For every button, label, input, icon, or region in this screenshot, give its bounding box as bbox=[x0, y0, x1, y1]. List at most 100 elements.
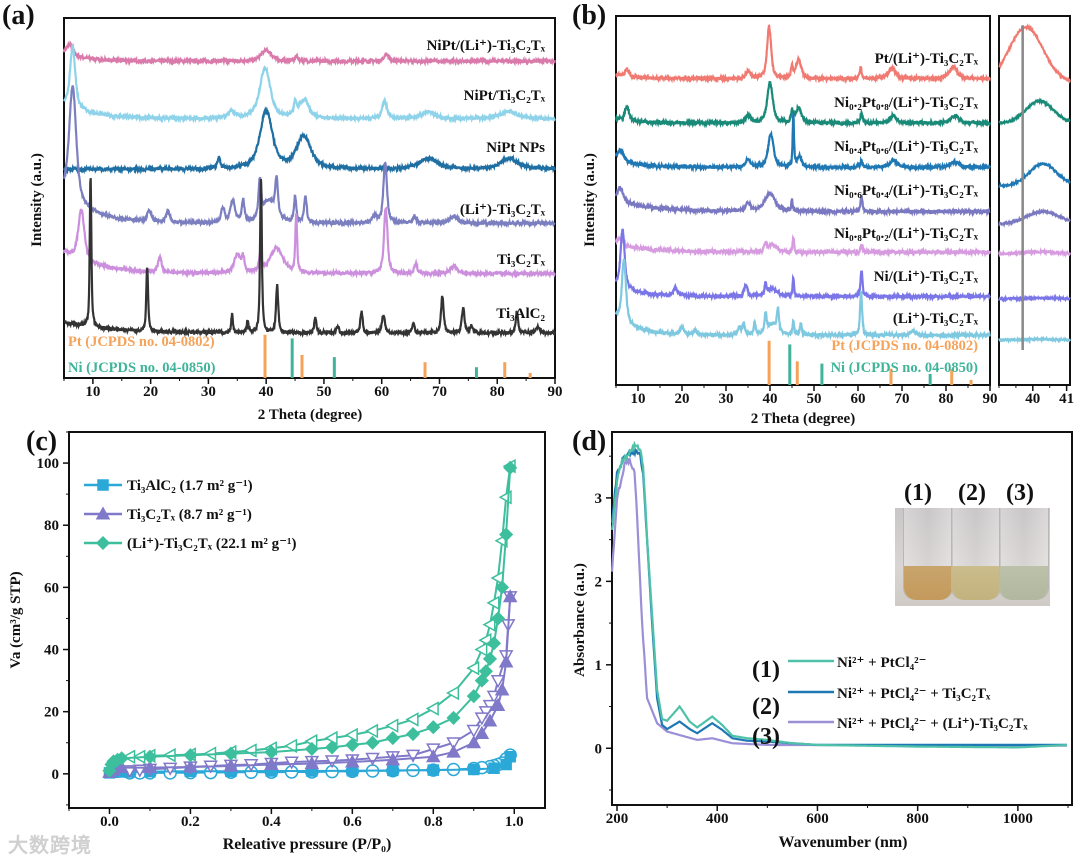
marker-diamond bbox=[304, 741, 319, 757]
x-axis-title: 2 Theta (degree) bbox=[751, 411, 855, 427]
x-tick-label: 30 bbox=[201, 384, 216, 400]
series-label: NiPt/(Li⁺)-Ti₃C₂Tₓ bbox=[427, 38, 546, 54]
marker-triangle bbox=[426, 749, 441, 763]
x-tick-label: 60 bbox=[851, 391, 866, 407]
marker-triangle-down bbox=[482, 699, 498, 713]
series-label: NiPt/Ti₃C₂Tₓ bbox=[464, 88, 546, 104]
marker-diamond bbox=[446, 710, 461, 725]
marker-triangle-left bbox=[365, 723, 379, 739]
marker-triangle bbox=[494, 682, 510, 696]
xrd-series-line bbox=[615, 24, 991, 85]
x-axis-title: Wavenumber (nm) bbox=[778, 834, 907, 851]
xrd-series-line bbox=[614, 113, 991, 173]
marker-triangle bbox=[502, 589, 518, 603]
marker-square bbox=[468, 763, 480, 776]
series-label: Pt/(Li⁺)-Ti₃C₂Tₓ bbox=[875, 51, 979, 67]
legend-label: Ni²⁺ + PtCl₄²⁻ + (Li⁺)-Ti₃C₂Tₓ bbox=[837, 716, 1028, 732]
marker-diamond bbox=[503, 460, 518, 475]
panel-1-frame bbox=[615, 15, 991, 386]
panel-0-frame bbox=[63, 17, 556, 379]
marker-diamond bbox=[426, 720, 441, 735]
marker-triangle-down bbox=[284, 756, 299, 770]
x-tick-label: 0.6 bbox=[343, 814, 362, 830]
xrd-series-line bbox=[614, 185, 991, 218]
marker-diamond bbox=[490, 611, 506, 626]
y-tick-label: 0 bbox=[595, 741, 603, 757]
legend-label: Ni²⁺ + PtCl₄²⁻ bbox=[837, 655, 927, 671]
x-tick-label: 41 bbox=[1059, 391, 1074, 407]
photo-label: (1) bbox=[904, 480, 932, 506]
marker-triangle bbox=[114, 760, 129, 774]
marker-triangle-left bbox=[243, 743, 257, 758]
panel-b-inset: 40 41 bbox=[998, 15, 1074, 407]
watermark: 大数跨境 bbox=[8, 833, 92, 857]
panel-d-frame bbox=[611, 431, 1073, 806]
marker-triangle-left bbox=[445, 685, 460, 701]
x-tick-label: 40 bbox=[1025, 391, 1040, 407]
xrd-series-line bbox=[62, 40, 556, 67]
x-tick-label: 400 bbox=[706, 811, 729, 827]
series-label: Ni/(Li⁺)-Ti₃C₂Tₓ bbox=[874, 269, 979, 285]
marker-diamond bbox=[486, 636, 502, 651]
marker-square bbox=[387, 764, 399, 777]
reference-label: Ni (JCPDS no. 04-0850) bbox=[831, 360, 979, 376]
series-label: (Li⁺)-Ti₃C₂Tₓ bbox=[893, 311, 979, 327]
marker-diamond bbox=[466, 689, 481, 704]
xrd-series-line bbox=[62, 85, 556, 229]
inset-series-line bbox=[998, 207, 1071, 228]
x-tick-label: 800 bbox=[906, 811, 929, 827]
x-tick-label: 0.4 bbox=[262, 814, 281, 830]
reference-label: Ni (JCPDS no. 04-0850) bbox=[68, 360, 216, 376]
panel-1: Pt/(Li⁺)-Ti₃C₂Tₓ Ni₀.₂Pt₀.₈/(Li⁺)-Ti₃C₂Tₓ… bbox=[614, 15, 998, 407]
panel-letter-c: (c) bbox=[26, 426, 57, 457]
marker-diamond bbox=[474, 673, 489, 688]
x-axis-title: 2 Theta (degree) bbox=[258, 407, 362, 423]
marker-triangle-left bbox=[425, 701, 439, 716]
marker-triangle-left bbox=[405, 712, 419, 727]
series-label: Ni₀.₈Pt₀.₂/(Li⁺)-Ti₃C₂Tₓ bbox=[834, 226, 979, 242]
y-axis-title: Absorbance (a.u.) bbox=[572, 563, 588, 677]
x-tick-label: 90 bbox=[983, 391, 998, 407]
marker-triangle bbox=[183, 759, 198, 773]
photo-label: (2) bbox=[958, 480, 986, 506]
marker-triangle-left bbox=[482, 617, 496, 632]
marker-triangle bbox=[142, 760, 158, 774]
panel-letter-b: (b) bbox=[572, 0, 606, 31]
x-tick-label: 20 bbox=[675, 391, 690, 407]
y-axis-title: Va (cm³/g STP) bbox=[8, 571, 24, 668]
vial-2 bbox=[951, 508, 1001, 600]
marker-diamond bbox=[365, 735, 380, 750]
marker-diamond bbox=[264, 745, 279, 760]
y-tick-label: 1 bbox=[595, 658, 603, 674]
panel-b-inset-frame bbox=[998, 15, 1071, 386]
y-axis-title: Intensity (a.u.) bbox=[582, 153, 598, 247]
marker-triangle-down bbox=[490, 675, 506, 689]
marker-triangle-down bbox=[478, 706, 494, 720]
x-tick-label: 40 bbox=[763, 391, 778, 407]
marker-square bbox=[427, 764, 440, 776]
xrd-series-line bbox=[614, 233, 991, 258]
marker-triangle-down bbox=[405, 749, 421, 763]
marker-triangle-left bbox=[486, 595, 500, 611]
panel-0: NiPt/(Li⁺)-Ti₃C₂Tₓ NiPt/Ti₃C₂Tₓ NiPt NPs (L… bbox=[62, 17, 563, 400]
marker-triangle bbox=[482, 713, 498, 727]
x-tick-label: 80 bbox=[490, 384, 505, 400]
marker-diamond bbox=[223, 746, 238, 761]
marker-diamond bbox=[478, 664, 493, 679]
marker-triangle bbox=[385, 752, 401, 766]
y-tick-label: 20 bbox=[44, 705, 59, 721]
marker-triangle bbox=[466, 735, 482, 749]
x-tick-label: 0.8 bbox=[424, 814, 443, 830]
panel-c-frame bbox=[68, 431, 546, 809]
inset-series-line bbox=[998, 247, 1071, 259]
panel-c: Ti₃AlC₂ (1.7 m² g⁻¹) Ti₃C₂Tₓ (8.7 m² g⁻¹)… bbox=[37, 431, 546, 830]
marker-square bbox=[488, 762, 500, 774]
marker-diamond bbox=[95, 535, 111, 551]
legend-label: Ti₃AlC₂ (1.7 m² g⁻¹) bbox=[127, 478, 253, 494]
marker-triangle bbox=[304, 756, 320, 770]
marker-triangle-left bbox=[474, 642, 488, 657]
marker-triangle bbox=[264, 756, 279, 771]
y-tick-label: 0 bbox=[52, 767, 60, 783]
legend-number: (2) bbox=[752, 694, 780, 720]
